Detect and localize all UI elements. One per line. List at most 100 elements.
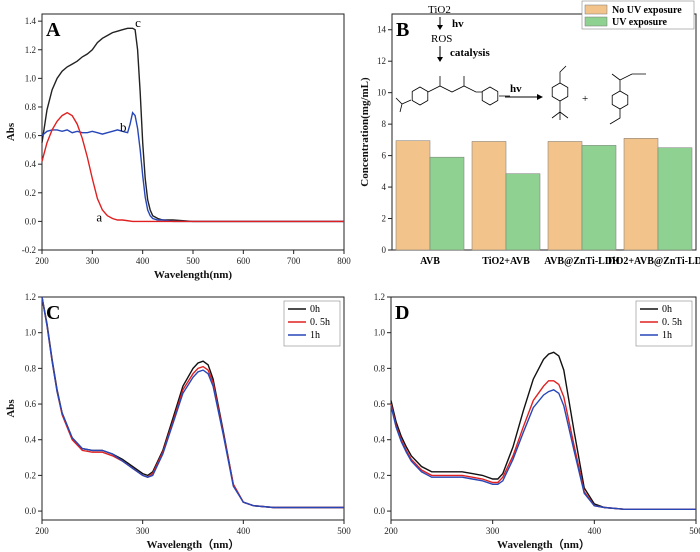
legend-swatch [584, 4, 608, 15]
y-tick-label: 0.6 [25, 399, 37, 409]
x-tick-label: 300 [136, 526, 150, 536]
x-axis-label: Wavelength(nm) [154, 269, 233, 281]
bar-uv [505, 173, 541, 251]
y-tick-label: 0.4 [25, 159, 37, 169]
y-tick-label: 0.2 [25, 188, 36, 198]
x-tick-label: 800 [337, 256, 351, 266]
legend-label: No UV exposure [612, 5, 682, 16]
y-tick-label: 0.8 [25, 102, 37, 112]
scheme-product: ROS [431, 33, 452, 45]
y-tick-label: 0.6 [374, 399, 386, 409]
avobenzone-structure [395, 76, 510, 113]
x-tick-label: 200 [384, 526, 398, 536]
y-tick-label: 14 [377, 25, 387, 35]
product2-structure [609, 73, 646, 125]
y-tick-label: 1.0 [25, 73, 37, 83]
x-tick-label: 400 [588, 526, 602, 536]
x-tick-label: 500 [186, 256, 200, 266]
legend-swatch [584, 16, 608, 27]
series-line-a [41, 111, 344, 223]
reaction-arrowhead [537, 94, 543, 100]
scheme-plus: + [582, 93, 588, 105]
y-tick-label: 1.2 [374, 292, 385, 302]
y-tick-label: 0 [382, 245, 387, 255]
legend-label: UV exposure [612, 17, 667, 28]
y-tick-label: -0.2 [22, 245, 36, 255]
panel-d: 200 300 400 500 0.0 0.2 0.4 0.6 0.8 1.0 1.2 Wavelen… [374, 292, 700, 551]
legend-label: 0h [310, 304, 320, 315]
category-label: TiO2+AVB [482, 256, 530, 267]
plot-frame [391, 13, 697, 251]
y-tick-label: 12 [377, 56, 386, 66]
y-tick-label: 1.0 [374, 328, 386, 338]
bar-uv [429, 156, 465, 251]
benzene-ring [481, 86, 499, 106]
panel-letter: D [395, 302, 409, 324]
curve-label-c: c [135, 15, 141, 30]
bar-no-uv [471, 141, 507, 251]
scheme-arrowhead [437, 57, 443, 62]
y-tick-label: 1.4 [25, 16, 37, 26]
x-tick-label: 400 [136, 256, 150, 266]
y-tick-label: 0.8 [374, 363, 386, 373]
x-axis-label: Wavelength（nm） [497, 538, 590, 551]
x-tick-label: 500 [689, 526, 700, 536]
y-tick-label: 6 [382, 151, 387, 161]
legend-label: 0. 5h [310, 317, 330, 328]
series-line-0h [390, 351, 696, 510]
curve-label-b: b [120, 119, 127, 134]
reaction-label: hv [510, 83, 522, 95]
legend-label: 0h [662, 304, 672, 315]
y-tick-label: 0.0 [25, 216, 37, 226]
series-line-b [41, 111, 344, 223]
y-tick-label: 0.4 [374, 435, 386, 445]
legend-label: 1h [662, 330, 672, 341]
x-tick-label: 500 [337, 526, 351, 536]
panel-letter: A [46, 19, 61, 41]
plot-frame [41, 296, 345, 521]
y-tick-label: 1.2 [25, 292, 36, 302]
scheme-reagent: TiO2 [428, 4, 451, 16]
panel-c: 200 300 400 500 0.0 0.2 0.4 0.6 0.8 1.0 1.2 Wavelen… [5, 292, 351, 551]
y-axis-label: Concentration(mg/mL) [359, 77, 371, 187]
series-line-1h [41, 296, 344, 509]
y-axis-label: Abs [5, 399, 17, 418]
x-tick-label: 400 [237, 526, 251, 536]
y-tick-label: 0.8 [25, 363, 37, 373]
x-tick-label: 700 [287, 256, 301, 266]
y-tick-label: 0.0 [374, 506, 386, 516]
y-tick-label: 1.2 [25, 45, 36, 55]
x-tick-label: 200 [35, 526, 49, 536]
legend-label: 1h [310, 330, 320, 341]
structure-bonds [609, 73, 646, 125]
category-label: TiO2+AVB@ZnTi-LDH [606, 256, 700, 267]
legend-label: 0. 5h [662, 317, 682, 328]
category-label: AVB [420, 256, 440, 267]
y-tick-label: 0.2 [374, 470, 385, 480]
panel-a: 200 300 400 500 600 700 800 -0.2 0.0 0.2 0.4 0.6 0.8… [5, 13, 351, 281]
curve-label-a: a [96, 209, 102, 224]
benzene-ring [411, 86, 429, 106]
benzene-ring [551, 82, 569, 102]
y-tick-label: 2 [382, 214, 387, 224]
bar-uv [581, 145, 617, 251]
x-axis-label: Wavelength（nm） [147, 538, 240, 551]
x-tick-label: 600 [237, 256, 251, 266]
y-tick-label: 0.4 [25, 435, 37, 445]
series-line-0.5h [390, 380, 696, 510]
product1-structure [551, 65, 569, 120]
category-label: AVB@ZnTi-LDH [544, 256, 620, 267]
y-tick-label: 0.0 [25, 506, 37, 516]
scheme-arrow1-label: hv [452, 18, 464, 30]
structure-bonds [395, 76, 510, 113]
scheme-arrow2-label: catalysis [450, 47, 490, 59]
series-line-1h [390, 389, 696, 510]
y-tick-label: 4 [382, 182, 387, 192]
panel-letter: C [46, 302, 60, 324]
panel-letter: B [396, 19, 409, 41]
y-axis-label: Abs [5, 122, 17, 141]
series-line-c [41, 27, 344, 223]
y-tick-label: 0.2 [25, 470, 36, 480]
